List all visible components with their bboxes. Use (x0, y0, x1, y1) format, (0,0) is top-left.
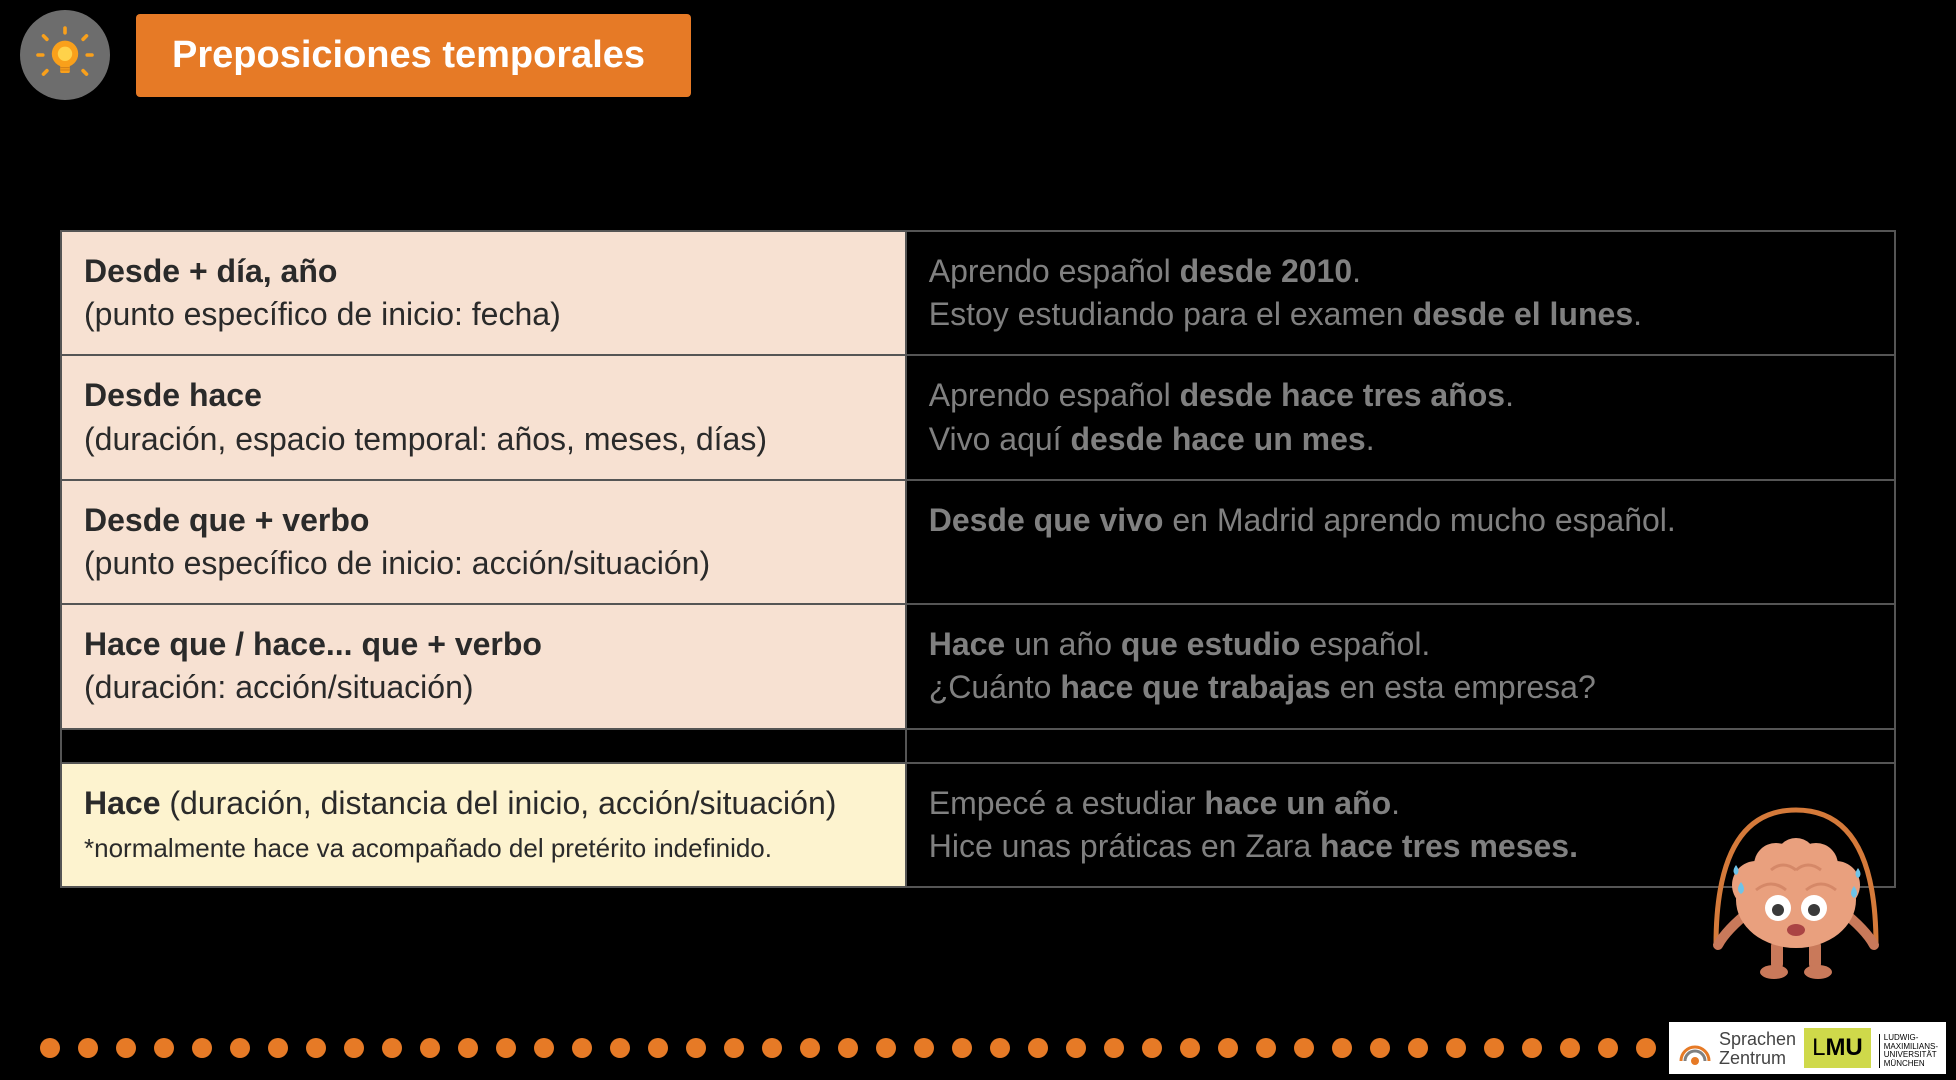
dot-icon (762, 1038, 782, 1058)
decorative-dots (40, 1038, 1694, 1058)
rule-sub: (punto específico de inicio: acción/situ… (84, 545, 710, 581)
dot-icon (458, 1038, 478, 1058)
dot-icon (838, 1038, 858, 1058)
dot-icon (344, 1038, 364, 1058)
dot-icon (1142, 1038, 1162, 1058)
dot-icon (800, 1038, 820, 1058)
uni-line: MÜNCHEN (1884, 1060, 1938, 1068)
dot-icon (154, 1038, 174, 1058)
example-cell: Aprendo español desde 2010.Estoy estudia… (905, 232, 1894, 354)
dot-icon (1560, 1038, 1580, 1058)
dot-icon (1294, 1038, 1314, 1058)
lightbulb-icon (20, 10, 110, 100)
rule-cell-hace: Hace (duración, distancia del inicio, ac… (62, 764, 905, 886)
logo-text: Sprachen (1719, 1030, 1796, 1049)
dot-icon (192, 1038, 212, 1058)
dot-icon (876, 1038, 896, 1058)
rule-term: Hace que / hace... que + verbo (84, 626, 542, 662)
example-cell: Hace un año que estudio español.¿Cuánto … (905, 605, 1894, 727)
spacer-cell (62, 730, 905, 762)
dot-icon (1370, 1038, 1390, 1058)
dot-icon (1028, 1038, 1048, 1058)
dot-icon (534, 1038, 554, 1058)
rule-sub: (duración: acción/situación) (84, 669, 474, 705)
dot-icon (306, 1038, 326, 1058)
dot-icon (686, 1038, 706, 1058)
dot-icon (1484, 1038, 1504, 1058)
logo-text: Zentrum (1719, 1049, 1796, 1068)
rule-sub: (duración, espacio temporal: años, meses… (84, 421, 767, 457)
dot-icon (1066, 1038, 1086, 1058)
sprachenzentrum-logo: Sprachen Zentrum (1677, 1030, 1796, 1068)
dot-icon (1180, 1038, 1200, 1058)
spacer-row (62, 728, 1894, 762)
rule-term: Desde hace (84, 377, 262, 413)
rule-term: Desde + día, año (84, 253, 337, 289)
dot-icon (610, 1038, 630, 1058)
dot-icon (990, 1038, 1010, 1058)
dot-icon (268, 1038, 288, 1058)
dot-icon (382, 1038, 402, 1058)
dot-icon (952, 1038, 972, 1058)
rule-term: Desde que + verbo (84, 502, 369, 538)
rule-cell: Hace que / hace... que + verbo (duración… (62, 605, 905, 727)
dot-icon (496, 1038, 516, 1058)
brain-mascot-icon (1696, 790, 1896, 980)
dot-icon (1522, 1038, 1542, 1058)
arc-icon (1677, 1031, 1713, 1067)
dot-icon (1446, 1038, 1466, 1058)
lmu-logo: LMU (1804, 1028, 1871, 1068)
dot-icon (724, 1038, 744, 1058)
lmu-university-text: LUDWIG- MAXIMILIANS- UNIVERSITÄT MÜNCHEN (1879, 1034, 1938, 1068)
rule-cell: Desde + día, año (punto específico de in… (62, 232, 905, 354)
prepositions-table: Desde + día, año (punto específico de in… (60, 230, 1896, 888)
spacer-cell (905, 730, 1894, 762)
dot-icon (420, 1038, 440, 1058)
dot-icon (78, 1038, 98, 1058)
dot-icon (572, 1038, 592, 1058)
slide-header: Preposiciones temporales (20, 10, 691, 100)
dot-icon (230, 1038, 250, 1058)
example-cell: Aprendo español desde hace tres años.Viv… (905, 356, 1894, 478)
dot-icon (1218, 1038, 1238, 1058)
dot-icon (914, 1038, 934, 1058)
lmu-text: MU (1825, 1034, 1862, 1061)
dot-icon (1636, 1038, 1656, 1058)
rule-cell: Desde hace (duración, espacio temporal: … (62, 356, 905, 478)
dot-icon (648, 1038, 668, 1058)
rule-cell: Desde que + verbo (punto específico de i… (62, 481, 905, 603)
dot-icon (116, 1038, 136, 1058)
dot-icon (1408, 1038, 1428, 1058)
dot-icon (1256, 1038, 1276, 1058)
rule-sub: (punto específico de inicio: fecha) (84, 296, 561, 332)
example-cell: Desde que vivo en Madrid aprendo mucho e… (905, 481, 1894, 603)
dot-icon (40, 1038, 60, 1058)
footer-logos: Sprachen Zentrum LMU LUDWIG- MAXIMILIANS… (1669, 1022, 1946, 1074)
slide-title: Preposiciones temporales (136, 14, 691, 97)
dot-icon (1598, 1038, 1618, 1058)
dot-icon (1332, 1038, 1352, 1058)
dot-icon (1104, 1038, 1124, 1058)
